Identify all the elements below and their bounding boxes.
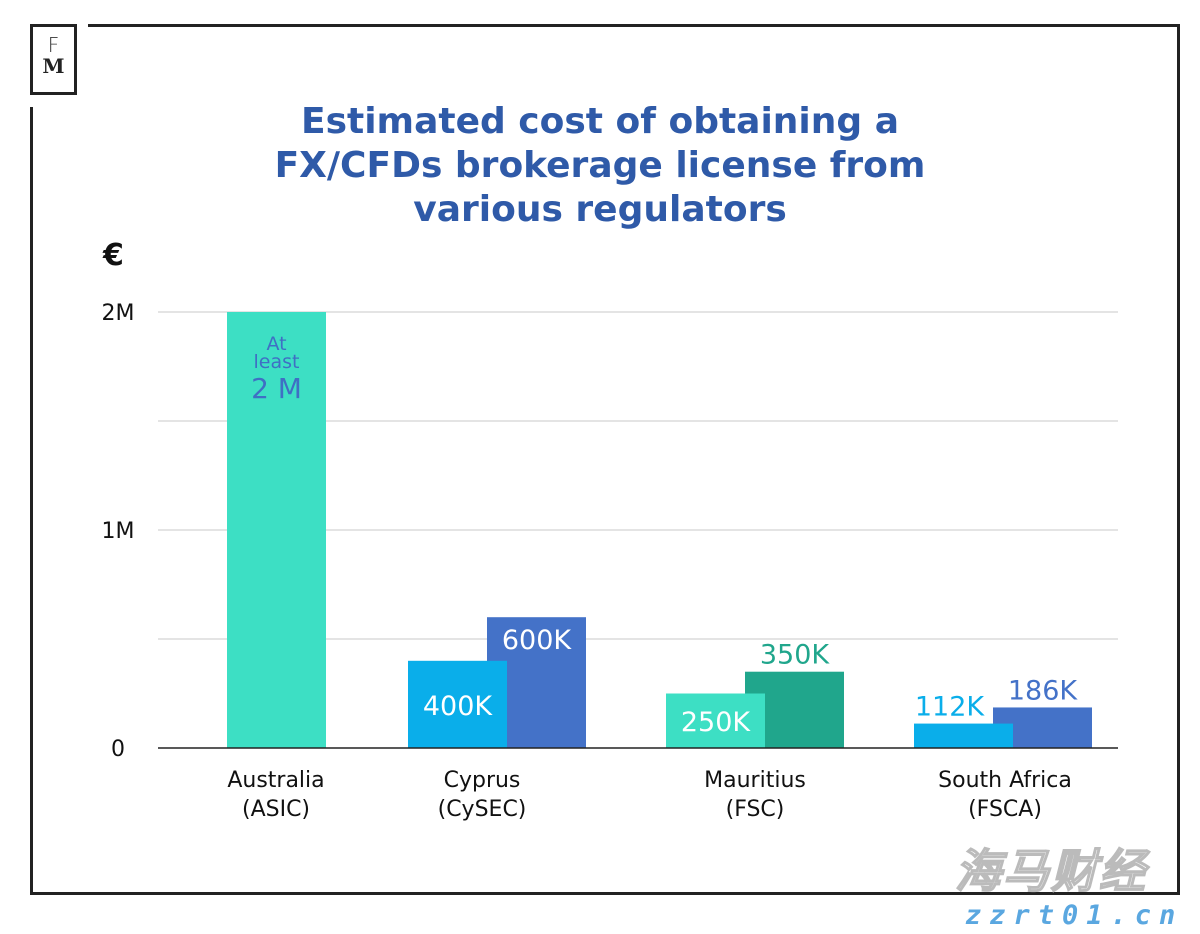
bar <box>227 312 326 748</box>
bar <box>408 660 507 748</box>
x-tick-label: (CySEC) <box>438 797 527 822</box>
x-tick-label: Australia <box>227 768 324 793</box>
bar-data-label: 350K <box>760 640 831 671</box>
bar-data-label: 400K <box>423 691 494 722</box>
watermark: 海马财经 <box>954 843 1147 899</box>
chart-title: Estimated cost of obtaining a FX/CFDs br… <box>200 100 1000 232</box>
x-tick-label: Cyprus <box>444 768 521 793</box>
watermark-url: zzrt01.cn <box>965 900 1184 931</box>
frame-left <box>30 107 33 895</box>
bar-data-label: least <box>254 351 300 373</box>
bar-data-label: 250K <box>681 707 752 738</box>
bar-data-label: At <box>266 333 286 355</box>
title-line: Estimated cost of obtaining a <box>300 101 899 142</box>
y-axis-unit: € <box>103 238 124 273</box>
bar-data-label: 600K <box>502 625 573 656</box>
x-tick-label: (FSCA) <box>968 797 1042 822</box>
bar-data-label: 112K <box>915 692 986 723</box>
bar-data-label: 186K <box>1008 675 1079 706</box>
bar <box>914 723 1013 748</box>
bar <box>666 693 765 748</box>
x-tick-label: (FSC) <box>726 797 785 822</box>
y-tick-label: 2M <box>102 301 135 326</box>
bar-data-label: 2 M <box>251 372 302 405</box>
frame-right <box>1177 24 1180 895</box>
logo-m: M <box>42 54 65 78</box>
frame-bottom <box>30 892 1180 895</box>
title-line: FX/CFDs brokerage license from <box>274 145 926 186</box>
title-line: various regulators <box>413 189 787 230</box>
x-tick-label: South Africa <box>938 768 1072 793</box>
logo-f: F <box>47 33 60 57</box>
fm-logo: F M <box>30 24 77 95</box>
frame-top <box>88 24 1180 27</box>
x-tick-label: Mauritius <box>704 768 806 793</box>
y-tick-label: 0 <box>111 737 125 762</box>
x-tick-label: (ASIC) <box>242 797 310 822</box>
y-tick-label: 1M <box>102 519 135 544</box>
